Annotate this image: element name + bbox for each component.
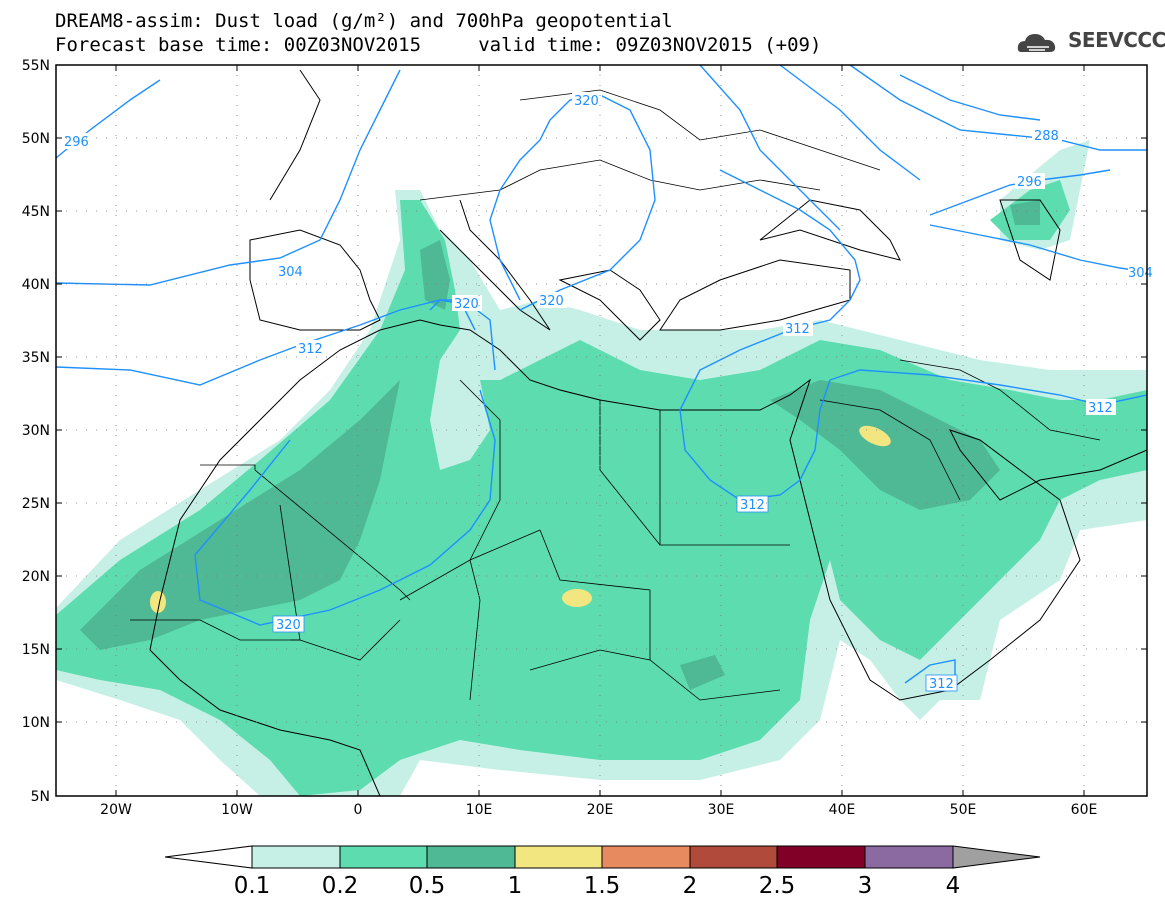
- lon-label: 10W: [221, 802, 253, 818]
- lon-label: 10E: [466, 802, 493, 818]
- colorbar-box: [864, 845, 954, 869]
- colorbar-label: 2: [682, 873, 698, 899]
- lon-label: 60E: [1071, 802, 1098, 818]
- contour-label-312: 312: [1088, 401, 1113, 416]
- colorbar-box: [251, 845, 341, 869]
- contour-labels: 296 296 288 304 304 320 320 320 320 312 …: [62, 92, 1153, 692]
- contour-label-312: 312: [929, 677, 954, 692]
- contour-label-320: 320: [454, 297, 479, 312]
- colorbar-box: [776, 845, 866, 869]
- contour-label-288: 288: [1034, 129, 1059, 144]
- contour-label-296: 296: [64, 135, 89, 150]
- dust-layer-1: [150, 425, 891, 613]
- lat-label: 40N: [22, 277, 50, 293]
- lon-label: 20E: [587, 802, 614, 818]
- coastlines: [149, 69, 1148, 797]
- colorbar-box: [426, 845, 516, 869]
- lat-label: 25N: [22, 496, 50, 512]
- forecast-time-line: Forecast base time: 00Z03NOV2015 valid t…: [55, 34, 822, 56]
- contour-label-320: 320: [574, 94, 599, 109]
- contour-label-320: 320: [276, 618, 301, 633]
- colorbar: [164, 845, 1041, 869]
- contour-label-312: 312: [785, 322, 810, 337]
- colorbar-box: [514, 845, 603, 869]
- lon-label: 30E: [708, 802, 735, 818]
- logo-text: SEEVCCC: [1068, 28, 1165, 52]
- lat-label: 55N: [22, 58, 50, 74]
- colorbar-label: 1.5: [583, 873, 621, 899]
- colorbar-box: [689, 845, 778, 869]
- colorbar-arrow-high: [952, 845, 1041, 869]
- lat-label: 50N: [22, 131, 50, 147]
- contour-label-320: 320: [539, 294, 564, 309]
- map-title: DREAM8-assim: Dust load (g/m²) and 700hP…: [55, 10, 673, 32]
- colorbar-label: 0.1: [233, 873, 271, 899]
- geopotential-contours: [55, 64, 1148, 691]
- lon-label: 40E: [829, 802, 856, 818]
- colorbar-label: 3: [857, 873, 873, 899]
- lon-label: 20W: [100, 802, 132, 818]
- lat-label: 15N: [22, 642, 50, 658]
- lat-label: 35N: [22, 350, 50, 366]
- lat-label: 10N: [22, 715, 50, 731]
- colorbar-label: 1: [507, 873, 523, 899]
- colorbar-box: [339, 845, 428, 869]
- colorbar-label: 0.2: [321, 873, 359, 899]
- contour-label-312: 312: [298, 342, 323, 357]
- lat-label: 45N: [22, 204, 50, 220]
- colorbar-arrow-low: [164, 845, 253, 869]
- lat-label: 5N: [31, 789, 50, 805]
- cloud-icon: [1017, 34, 1056, 52]
- latitude-labels: 55N 50N 45N 40N 35N 30N 25N 20N 15N 10N …: [22, 58, 50, 805]
- contour-label-304: 304: [278, 265, 303, 280]
- country-borders: [130, 89, 1101, 701]
- colorbar-label: 0.5: [408, 873, 446, 899]
- axis-ticks: [56, 64, 1147, 797]
- longitude-labels: 20W 10W 0 10E 20E 30E 40E 50E 60E: [100, 802, 1097, 818]
- contour-label-304: 304: [1128, 266, 1153, 281]
- colorbar-label: 4: [945, 873, 961, 899]
- contour-label-312: 312: [740, 498, 765, 513]
- colorbar-label: 2.5: [758, 873, 796, 899]
- lat-label: 20N: [22, 569, 50, 585]
- colorbar-box: [601, 845, 691, 869]
- lon-label: 50E: [950, 802, 977, 818]
- lon-label: 0: [354, 802, 363, 818]
- contour-label-296: 296: [1017, 175, 1042, 190]
- lat-label: 30N: [22, 423, 50, 439]
